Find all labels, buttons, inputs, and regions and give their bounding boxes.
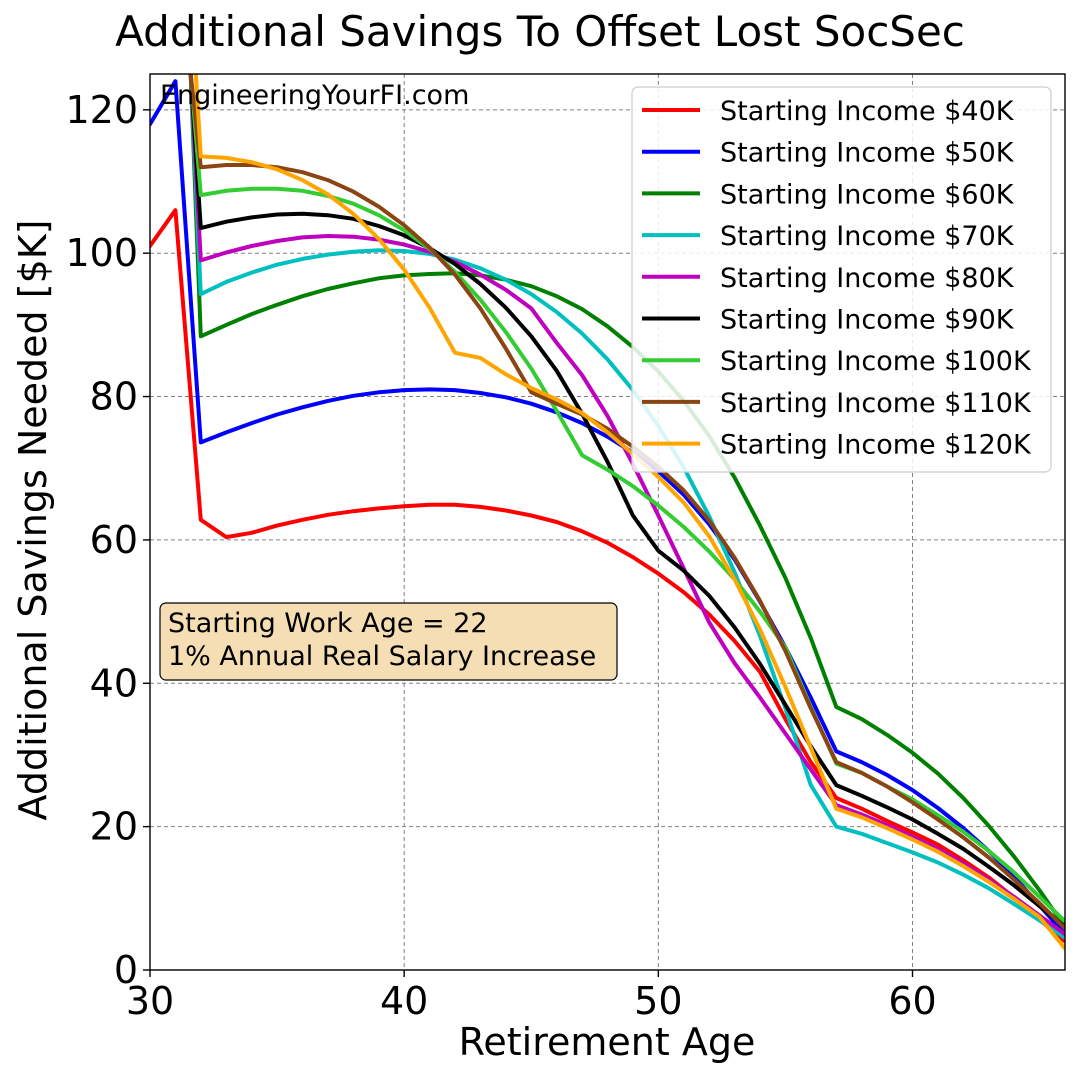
series-line-6 (188, 74, 1065, 929)
y-tick-label: 120 (65, 88, 138, 132)
legend-label: Starting Income $110K (720, 388, 1032, 419)
annotation-background (159, 602, 618, 681)
legend-label: Starting Income $80K (720, 263, 1015, 294)
legend-label: Starting Income $120K (720, 430, 1032, 461)
x-tick-label: 30 (126, 979, 174, 1023)
legend: Starting Income $40K Starting Income $50K… (631, 86, 1052, 473)
annotation-box: Starting Work Age = 221% Annual Real Sal… (159, 602, 618, 681)
y-tick-label: 20 (90, 805, 138, 849)
y-tick-label: 80 (90, 375, 138, 419)
legend-label: Starting Income $50K (720, 138, 1015, 169)
legend-box (631, 86, 1052, 473)
legend-label: Starting Income $100K (720, 346, 1032, 377)
series-line-1 (150, 208, 1065, 944)
axis-ticks: 30 40 50 60 0 20 40 60 80 100 120 (65, 88, 936, 1023)
legend-label: Starting Income $60K (720, 179, 1015, 210)
x-axis-label: Retirement Age (459, 1020, 756, 1064)
x-tick-label: 40 (380, 979, 428, 1023)
series-line-9 (193, 74, 1065, 951)
series-line-3 (188, 74, 1065, 929)
annotation-line: Starting Work Age = 22 (168, 608, 488, 639)
annotation-line: 1% Annual Real Salary Increase (168, 641, 596, 672)
series-line-4 (188, 74, 1065, 940)
legend-label: Starting Income $40K (720, 96, 1015, 127)
y-tick-label: 60 (90, 518, 138, 562)
legend-label: Starting Income $70K (720, 221, 1015, 252)
y-tick-label: 100 (65, 231, 138, 275)
y-tick-label: 40 (90, 661, 138, 705)
x-tick-label: 50 (634, 979, 682, 1023)
x-tick-label: 60 (888, 979, 936, 1023)
watermark-text: EngineeringYourFI.com (160, 80, 469, 111)
plot-frame (149, 73, 1066, 971)
y-tick-label: 0 (114, 948, 138, 992)
plot-series (150, 74, 1065, 951)
series-line-2 (150, 79, 1065, 937)
series-line-7 (188, 74, 1065, 924)
chart-title: Additional Savings To Offset Lost SocSec (115, 7, 965, 56)
legend-label: Starting Income $90K (720, 305, 1015, 336)
y-axis-label: Additional Savings Needed [$K] (11, 219, 55, 820)
series-line-8 (188, 74, 1065, 931)
